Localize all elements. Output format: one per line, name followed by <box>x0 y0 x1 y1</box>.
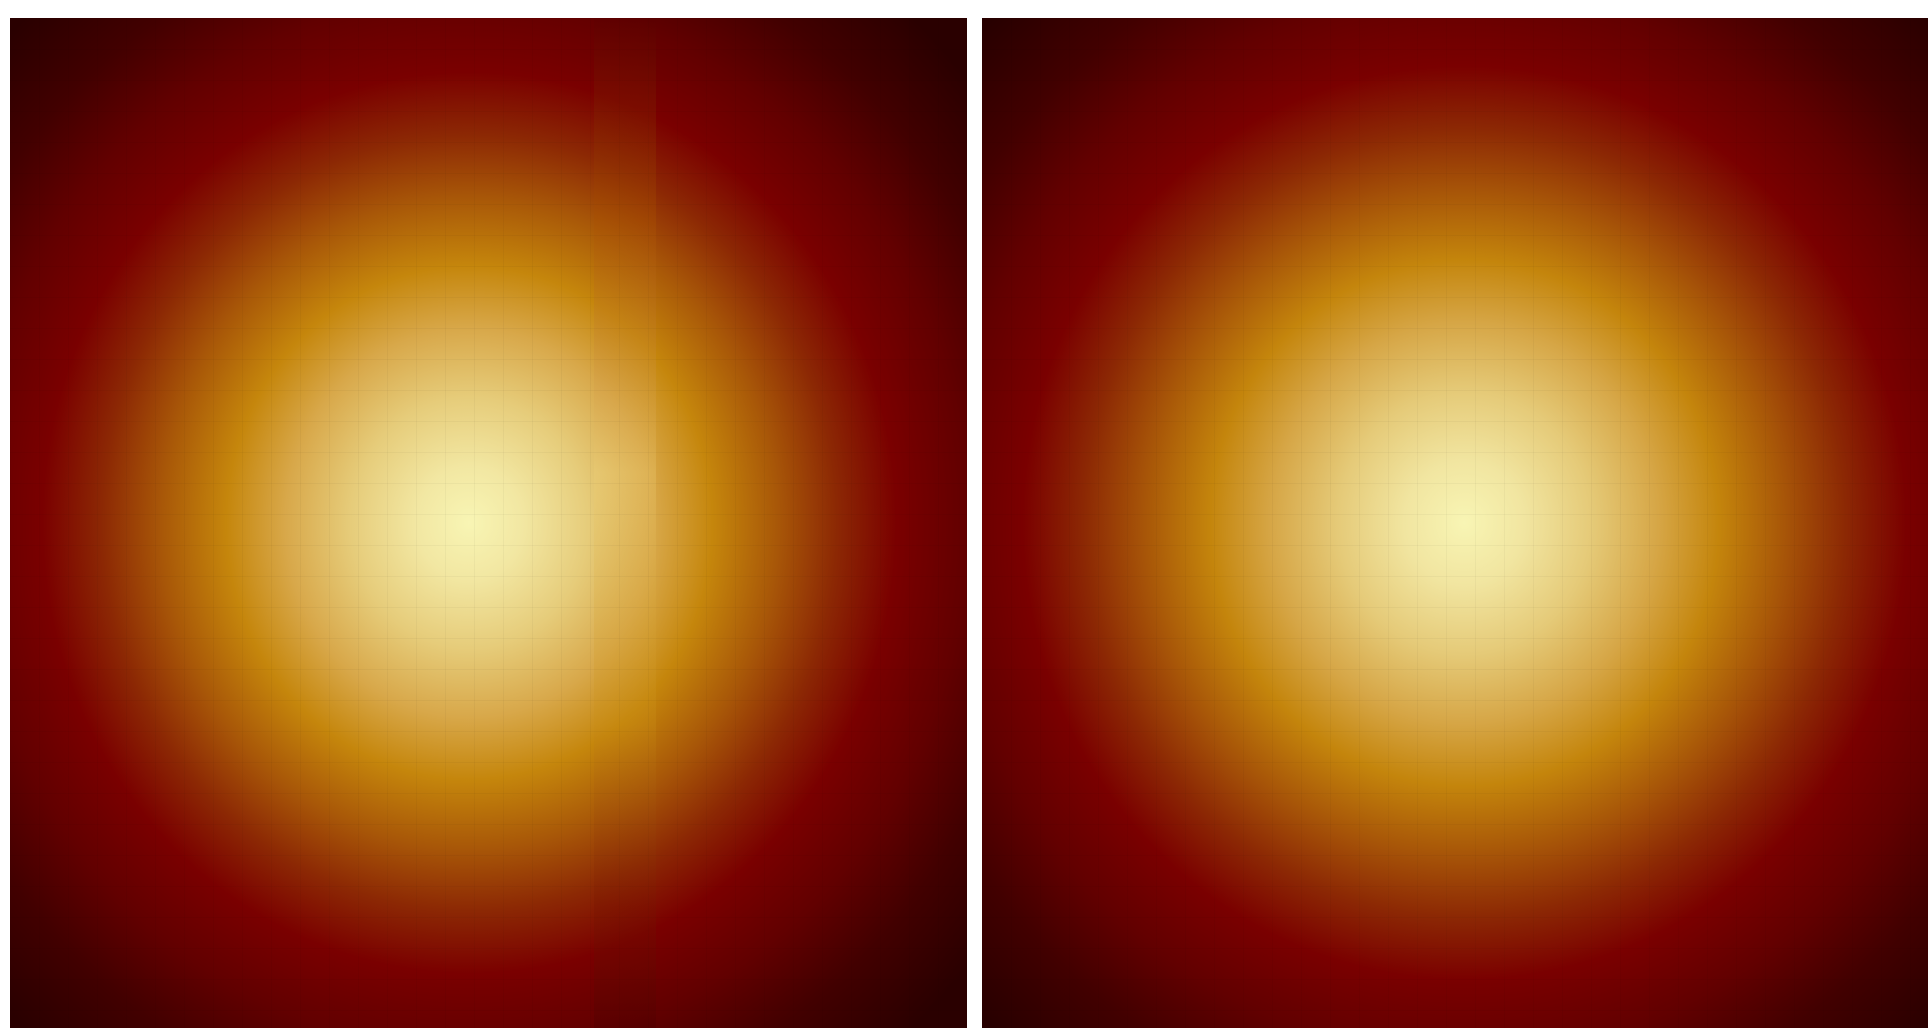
pixel-grid <box>10 18 967 1028</box>
screen <box>0 0 1928 1028</box>
heatmap-panel <box>982 18 1928 1028</box>
heatmap-panel <box>10 18 967 1028</box>
pixel-grid <box>982 18 1928 1028</box>
